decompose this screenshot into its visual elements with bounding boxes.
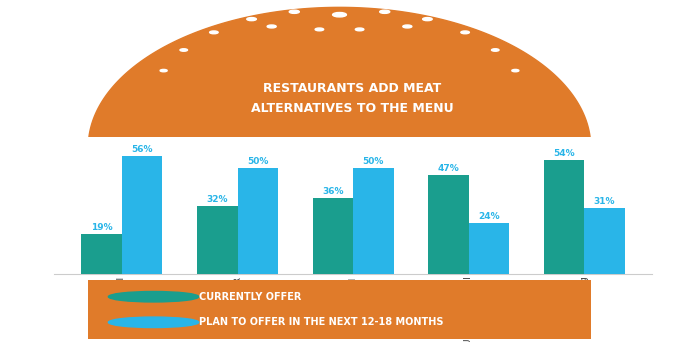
Bar (428, 175, 469, 274)
Ellipse shape (210, 31, 218, 34)
Text: RESTAURANTS ADD MEAT: RESTAURANTS ADD MEAT (263, 82, 441, 95)
Ellipse shape (160, 69, 167, 72)
Ellipse shape (289, 10, 299, 13)
Text: 31%: 31% (593, 197, 615, 206)
Ellipse shape (512, 69, 519, 72)
Ellipse shape (355, 28, 364, 31)
Text: 50%: 50% (363, 157, 384, 166)
FancyBboxPatch shape (58, 277, 621, 342)
Text: 56%: 56% (132, 145, 153, 154)
Bar (584, 208, 625, 274)
Text: 32%: 32% (206, 195, 228, 204)
Ellipse shape (315, 28, 324, 31)
Ellipse shape (380, 10, 390, 13)
Circle shape (109, 317, 199, 328)
Text: 50%: 50% (247, 157, 268, 166)
Ellipse shape (422, 17, 433, 21)
Ellipse shape (246, 17, 257, 21)
Ellipse shape (267, 25, 276, 28)
Text: 19%: 19% (91, 223, 113, 232)
Ellipse shape (333, 13, 346, 17)
Bar (353, 168, 394, 274)
Text: 47%: 47% (437, 163, 459, 173)
Polygon shape (88, 8, 591, 147)
Bar (81, 234, 122, 274)
Text: ALTERNATIVES TO THE MENU: ALTERNATIVES TO THE MENU (251, 102, 454, 115)
Ellipse shape (180, 49, 187, 51)
Ellipse shape (492, 49, 499, 51)
Bar (238, 168, 278, 274)
Bar (197, 206, 238, 274)
Bar (312, 198, 353, 274)
Text: 36%: 36% (322, 187, 344, 196)
Text: CURRENTLY OFFER: CURRENTLY OFFER (199, 292, 301, 302)
Bar (469, 223, 509, 274)
Text: 24%: 24% (478, 212, 500, 221)
Text: PLAN TO OFFER IN THE NEXT 12-18 MONTHS: PLAN TO OFFER IN THE NEXT 12-18 MONTHS (199, 317, 443, 327)
Text: 54%: 54% (553, 149, 575, 158)
Bar (544, 160, 584, 274)
Ellipse shape (461, 31, 469, 34)
Circle shape (109, 291, 199, 302)
Ellipse shape (403, 25, 412, 28)
Bar (122, 156, 162, 274)
